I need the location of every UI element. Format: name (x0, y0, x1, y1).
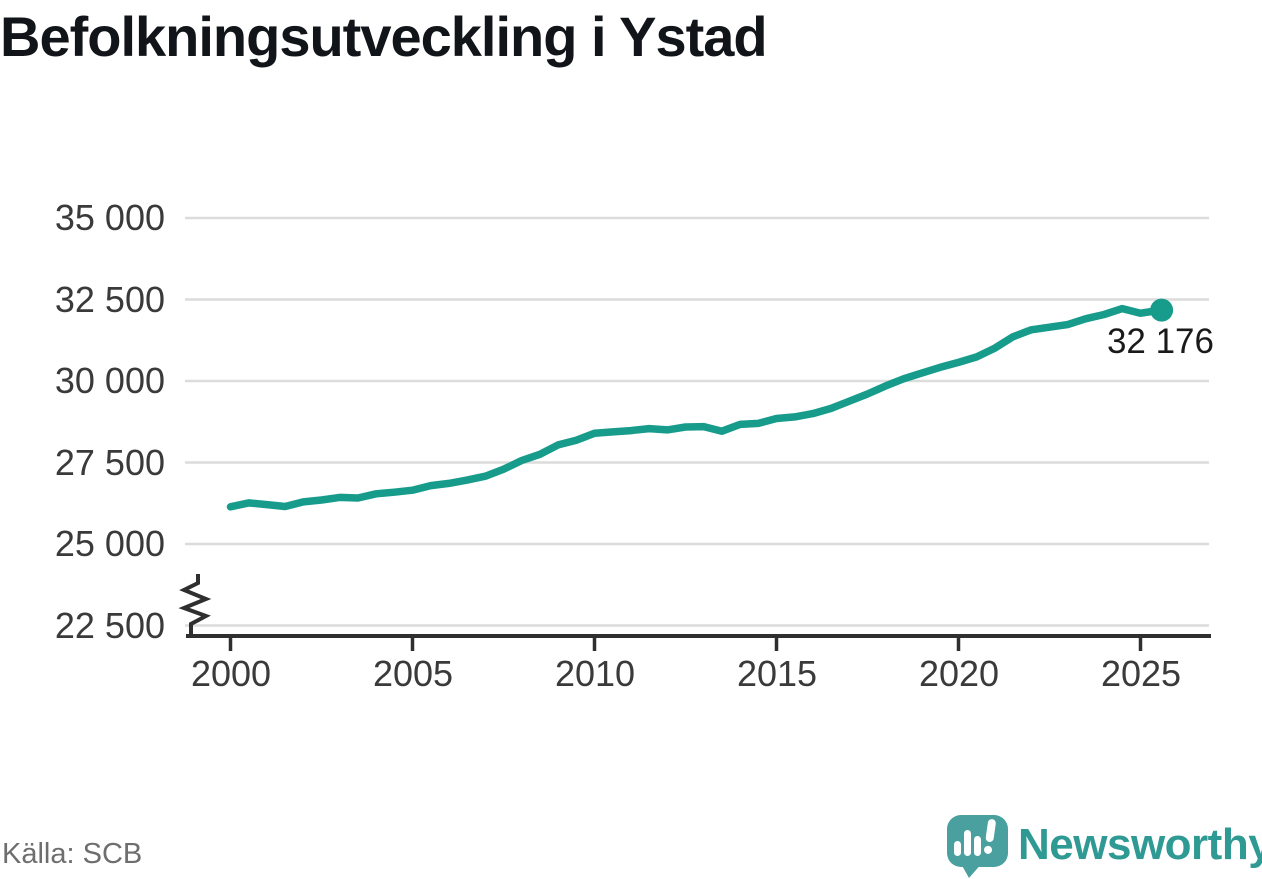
population-line (226, 304, 1166, 511)
x-tick-label: 2015 (736, 653, 818, 694)
x-tick-label: 2020 (918, 653, 1000, 694)
newsworthy-logo-text: Newsworthy (1018, 820, 1262, 869)
newsworthy-logo: Newsworthy (946, 814, 1262, 878)
x-tick-label: 2025 (1100, 653, 1182, 694)
y-tick-label: 35 000 (54, 197, 165, 238)
bar-tall (964, 830, 971, 856)
last-point-value-label: 32 176 (1106, 322, 1214, 361)
y-axis-break-icon (178, 574, 212, 635)
y-tick-label: 22 500 (54, 605, 165, 646)
bar-medium (974, 836, 981, 856)
exclamation-icon (984, 819, 996, 854)
y-tick-label: 30 000 (54, 360, 165, 401)
x-tick-label: 2005 (372, 653, 454, 694)
gridlines (185, 216, 1209, 627)
newsworthy-bubble-chart-icon (947, 815, 1008, 878)
y-tick-label: 32 500 (54, 279, 165, 320)
source-note: Källa: SCB (2, 838, 143, 870)
page-title: Befolkningsutveckling i Ystad (0, 5, 768, 68)
x-tick-label: 2000 (190, 653, 272, 694)
y-tick-label: 27 500 (54, 442, 165, 483)
last-point-dot (1150, 298, 1174, 322)
bar-short (954, 841, 961, 856)
y-tick-label: 25 000 (54, 523, 165, 564)
x-tick-marks (228, 636, 1143, 651)
x-tick-label: 2010 (554, 653, 636, 694)
